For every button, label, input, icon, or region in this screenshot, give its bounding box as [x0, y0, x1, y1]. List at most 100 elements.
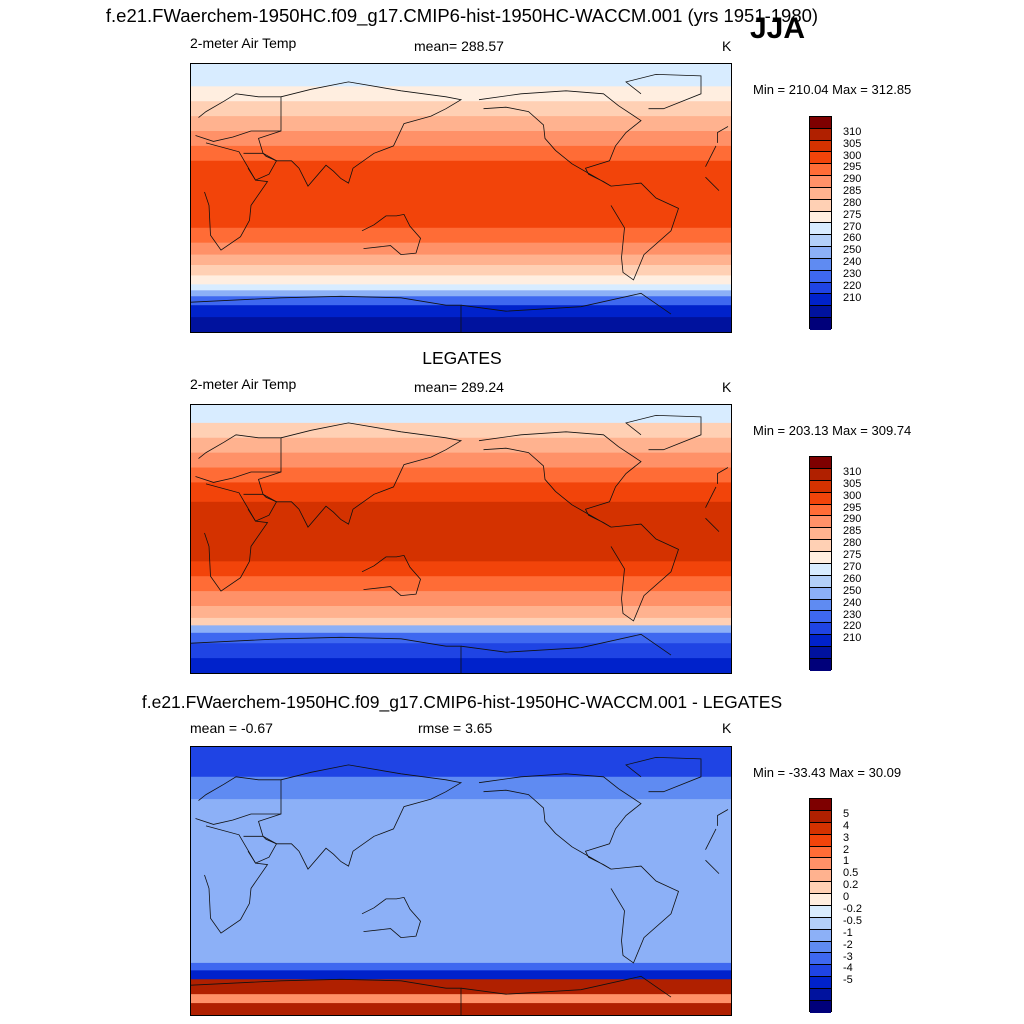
- coastline-antarctica: [460, 975, 672, 998]
- coastline-africa-2: [705, 859, 720, 874]
- coastline-greenland: [625, 414, 702, 451]
- colorbar-tick-label: 300: [843, 489, 862, 502]
- coastline-australia: [361, 896, 421, 939]
- colorbar-tick-label: 250: [843, 244, 862, 257]
- coastline-antarctica: [460, 292, 672, 315]
- temperature-band-12: [191, 625, 731, 634]
- season-label: JJA: [750, 12, 806, 45]
- panel3-mean-label: mean = -0.67: [190, 720, 273, 736]
- temperature-band-0: [191, 64, 731, 87]
- temperature-band-1: [191, 86, 731, 102]
- panel1-minmax-label: Min = 210.04 Max = 312.85: [753, 82, 912, 97]
- coastline-antarctica-1: [191, 295, 462, 332]
- temperature-band-14: [191, 296, 731, 306]
- panel3-map: [190, 746, 732, 1016]
- panel3-minmax-label: Min = -33.43 Max = 30.09: [753, 765, 902, 780]
- colorbar-swatch: [810, 270, 831, 283]
- coastline-africa: [705, 828, 717, 850]
- colorbar-swatch: [810, 575, 831, 588]
- colorbar-tick-label: 310: [843, 125, 862, 138]
- colorbar-tick-label: 295: [843, 501, 862, 514]
- panel2-mean-label: mean= 289.24: [414, 379, 504, 395]
- temperature-band-5: [191, 482, 731, 503]
- panel3-rmse-label: rmse = 3.65: [418, 720, 493, 736]
- coastline-arabia: [243, 493, 278, 522]
- panel2-variable-label: 2-meter Air Temp: [190, 376, 297, 392]
- coastline-europe: [717, 467, 729, 484]
- colorbar-swatch: [810, 846, 831, 859]
- temperature-band-2: [191, 799, 731, 964]
- colorbar-tick-label: 230: [843, 267, 862, 280]
- colorbar-tick-label: 3: [843, 831, 850, 844]
- temperature-band-9: [191, 254, 731, 266]
- colorbar-swatch: [810, 504, 831, 517]
- colorbar-swatch: [810, 199, 831, 212]
- coastline-antarctica: [460, 633, 672, 656]
- colorbar-swatch: [810, 480, 831, 493]
- panel3-units-label: K: [722, 720, 732, 736]
- temperature-band-0: [191, 747, 731, 778]
- colorbar-tick-label: 290: [843, 513, 862, 526]
- colorbar-tick-label: -0.2: [843, 903, 862, 915]
- colorbar-tick-label: 305: [843, 477, 862, 490]
- colorbar-swatch: [810, 822, 831, 835]
- colorbar-tick-label: 220: [843, 620, 862, 633]
- coastline-australia: [361, 213, 421, 256]
- colorbar-swatch: [810, 917, 831, 930]
- colorbar-swatch: [810, 1000, 831, 1013]
- colorbar-swatch: [810, 941, 831, 954]
- coastline-greenland: [625, 756, 702, 793]
- colorbar-swatch: [810, 540, 831, 552]
- temperature-band-11: [191, 617, 731, 626]
- colorbar-swatch: [810, 870, 831, 883]
- colorbar-swatch: [810, 528, 831, 541]
- coastline-n-america: [478, 773, 642, 870]
- colorbar-tick-label: 0.2: [843, 879, 859, 892]
- colorbar-swatch: [810, 563, 831, 576]
- colorbar-swatch: [810, 635, 831, 647]
- temperature-band-7: [191, 561, 731, 577]
- coastline-antarctica-1: [191, 636, 462, 673]
- colorbar-tick-label: 5: [843, 807, 850, 820]
- colorbar-swatch: [810, 457, 831, 469]
- colorbar-swatch: [810, 258, 831, 271]
- colorbar-swatch: [810, 647, 831, 659]
- temperature-band-5: [191, 979, 731, 995]
- colorbar-swatch: [810, 306, 831, 319]
- colorbar-tick-label: 0: [843, 891, 850, 904]
- panel1-mean-label: mean= 288.57: [414, 38, 504, 54]
- colorbar-tick-label: 295: [843, 161, 862, 174]
- colorbar-swatch: [810, 882, 831, 894]
- colorbar-tick-label: 270: [843, 561, 862, 573]
- temperature-band-12: [191, 284, 731, 291]
- colorbar-swatch: [810, 140, 831, 153]
- panel3-colorbar: [809, 798, 832, 1013]
- colorbar-tick-label: 285: [843, 525, 862, 538]
- coastline-europe: [717, 126, 729, 143]
- colorbar-tick-label: -5: [843, 974, 853, 987]
- temperature-band-2: [191, 101, 731, 117]
- colorbar-tick-label: 240: [843, 256, 862, 268]
- colorbar-tick-label: -3: [843, 950, 853, 963]
- colorbar-swatch: [810, 128, 831, 141]
- colorbar-tick-label: 310: [843, 465, 862, 478]
- colorbar-swatch: [810, 611, 831, 624]
- colorbar-tick-label: 285: [843, 185, 862, 197]
- temperature-band-3: [191, 962, 731, 971]
- temperature-band-13: [191, 632, 731, 644]
- colorbar-swatch: [810, 176, 831, 188]
- colorbar-swatch: [810, 599, 831, 612]
- colorbar-tick-label: -1: [843, 926, 853, 939]
- map-canvas-2: [191, 405, 731, 673]
- map-canvas-3: [191, 747, 731, 1015]
- coastline-africa-2: [705, 176, 720, 191]
- temperature-band-5: [191, 145, 731, 162]
- colorbar-tick-label: 305: [843, 137, 862, 150]
- colorbar-swatch: [810, 223, 831, 236]
- colorbar-tick-label: 2: [843, 843, 850, 856]
- colorbar-tick-label: 280: [843, 196, 862, 209]
- colorbar-swatch: [810, 294, 831, 307]
- coastline-greenland: [625, 73, 702, 110]
- colorbar-tick-label: 260: [843, 572, 862, 585]
- colorbar-swatch: [810, 989, 831, 1001]
